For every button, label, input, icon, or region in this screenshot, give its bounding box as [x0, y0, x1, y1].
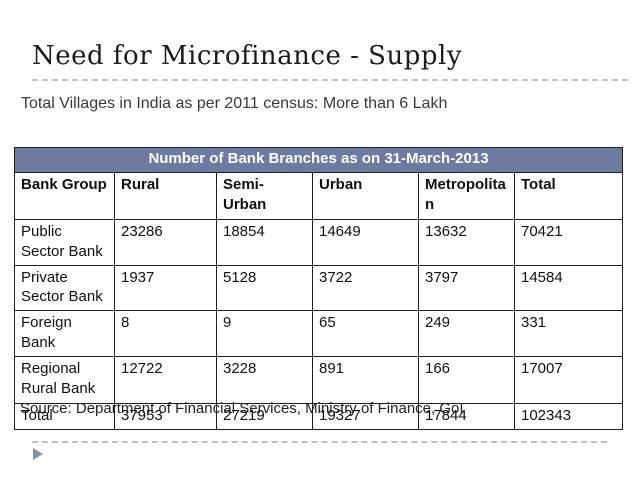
- column-header-urban: Urban: [312, 172, 419, 220]
- cell-semi-urban: 18854: [216, 219, 313, 266]
- cell-metropolitan: 249: [418, 310, 515, 357]
- table-row-total: Total 37953 27219 19327 17844 102343: [14, 402, 623, 430]
- slide-subtitle: Total Villages in India as per 2011 cens…: [21, 95, 448, 112]
- cell-metropolitan: 17844: [418, 402, 515, 430]
- column-header-metropolitan: Metropolitan: [418, 172, 515, 220]
- table-caption-row: Number of Bank Branches as on 31-March-2…: [14, 147, 623, 173]
- column-header-total: Total: [514, 172, 623, 220]
- bank-branches-table: Number of Bank Branches as on 31-March-2…: [14, 147, 623, 430]
- title-divider-dashed-line: [32, 79, 628, 81]
- cell-semi-urban: 27219: [216, 402, 313, 430]
- cell-metropolitan: 13632: [418, 219, 515, 266]
- source-note: Source: Department of Financial Services…: [20, 400, 464, 417]
- column-header-semi-urban: Semi-Urban: [216, 172, 313, 220]
- slide-bullet-arrow-icon: [33, 448, 43, 460]
- cell-rural: 1937: [114, 264, 217, 312]
- cell-bank-group: Private Sector Bank: [14, 264, 115, 312]
- cell-semi-urban: 3228: [216, 355, 313, 404]
- column-header-bank-group: Bank Group: [14, 172, 115, 220]
- cell-urban: 14649: [312, 219, 419, 266]
- cell-metropolitan: 166: [418, 355, 515, 404]
- cell-rural: 12722: [114, 355, 217, 404]
- cell-total: 17007: [514, 355, 623, 404]
- cell-bank-group: Public Sector Bank: [14, 219, 115, 266]
- cell-total: 331: [514, 310, 623, 357]
- cell-rural: 8: [114, 310, 217, 357]
- table-row-public-sector: Public Sector Bank 23286 18854 14649 136…: [14, 219, 623, 266]
- cell-total: 70421: [514, 219, 623, 266]
- cell-metropolitan: 3797: [418, 264, 515, 312]
- cell-bank-group: Total: [14, 402, 115, 430]
- cell-total: 14584: [514, 264, 623, 312]
- column-header-rural: Rural: [114, 172, 217, 220]
- table-row-regional-rural-bank: Regional Rural Bank 12722 3228 891 166 1…: [14, 355, 623, 404]
- table-row-foreign-bank: Foreign Bank 8 9 65 249 331: [14, 310, 623, 357]
- table-row-private-sector: Private Sector Bank 1937 5128 3722 3797 …: [14, 264, 623, 312]
- cell-semi-urban: 5128: [216, 264, 313, 312]
- cell-urban: 891: [312, 355, 419, 404]
- table-header-row: Bank Group Rural Semi-Urban Urban Metrop…: [14, 172, 623, 220]
- cell-urban: 19327: [312, 402, 419, 430]
- cell-rural: 23286: [114, 219, 217, 266]
- cell-bank-group: Foreign Bank: [14, 310, 115, 357]
- slide-title: Need for Microfinance - Supply: [32, 41, 463, 71]
- cell-total: 102343: [514, 402, 623, 430]
- cell-urban: 65: [312, 310, 419, 357]
- table-title: Number of Bank Branches as on 31-March-2…: [14, 147, 623, 173]
- cell-bank-group: Regional Rural Bank: [14, 355, 115, 404]
- footer-divider-dashed-line: [32, 441, 607, 443]
- cell-urban: 3722: [312, 264, 419, 312]
- cell-semi-urban: 9: [216, 310, 313, 357]
